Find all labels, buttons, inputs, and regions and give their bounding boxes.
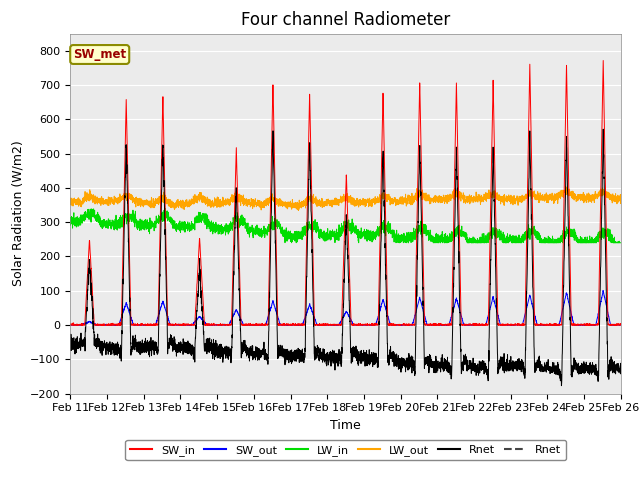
SW_in [600,58,607,63]
X-axis label: Time: Time [330,419,361,432]
Rnet [67,342,74,348]
Line: LW_in: LW_in [70,208,621,243]
LW_out [617,194,625,200]
Rnet [500,350,508,356]
SW_out [68,322,76,328]
Rnet [325,352,333,358]
LW_out [438,197,446,203]
Line: SW_out: SW_out [70,290,621,325]
SW_in [325,322,333,327]
SW_in [469,322,477,328]
LW_in [161,205,169,211]
SW_out [438,322,446,328]
Line: SW_in: SW_in [70,60,621,325]
SW_in [67,322,74,328]
LW_out [294,208,302,214]
Rnet [166,335,173,341]
Rnet [600,126,607,132]
LW_out [325,201,333,207]
Y-axis label: Solar Radiation (W/m2): Solar Radiation (W/m2) [12,141,24,287]
SW_in [166,322,173,327]
LW_out [500,194,508,200]
SW_in [500,322,508,328]
LW_in [617,240,625,246]
SW_out [469,322,477,328]
SW_in [617,321,625,326]
LW_in [325,230,333,236]
SW_in [438,322,446,327]
SW_out [67,322,74,327]
LW_in [439,235,447,241]
SW_out [599,288,607,293]
Rnet [469,366,477,372]
Title: Four channel Radiometer: Four channel Radiometer [241,11,450,29]
Rnet [438,363,446,369]
LW_in [287,240,295,246]
Rnet [557,383,565,389]
LW_out [67,198,74,204]
SW_out [616,322,624,328]
LW_out [616,199,624,204]
LW_in [500,240,508,246]
LW_out [166,204,173,209]
Line: Rnet: Rnet [70,129,621,386]
Rnet [617,367,625,373]
LW_in [616,240,624,246]
LW_out [469,195,477,201]
SW_out [500,322,508,328]
LW_in [67,215,74,221]
LW_in [469,234,477,240]
SW_out [617,322,625,327]
SW_in [616,322,624,328]
LW_out [562,183,570,189]
Legend: SW_in, SW_out, LW_in, LW_out, Rnet, Rnet: SW_in, SW_out, LW_in, LW_out, Rnet, Rnet [125,440,566,460]
SW_out [325,322,333,328]
Text: SW_met: SW_met [73,48,126,61]
SW_out [166,320,173,325]
LW_in [166,219,173,225]
Rnet [616,362,624,368]
Line: LW_out: LW_out [70,186,621,211]
